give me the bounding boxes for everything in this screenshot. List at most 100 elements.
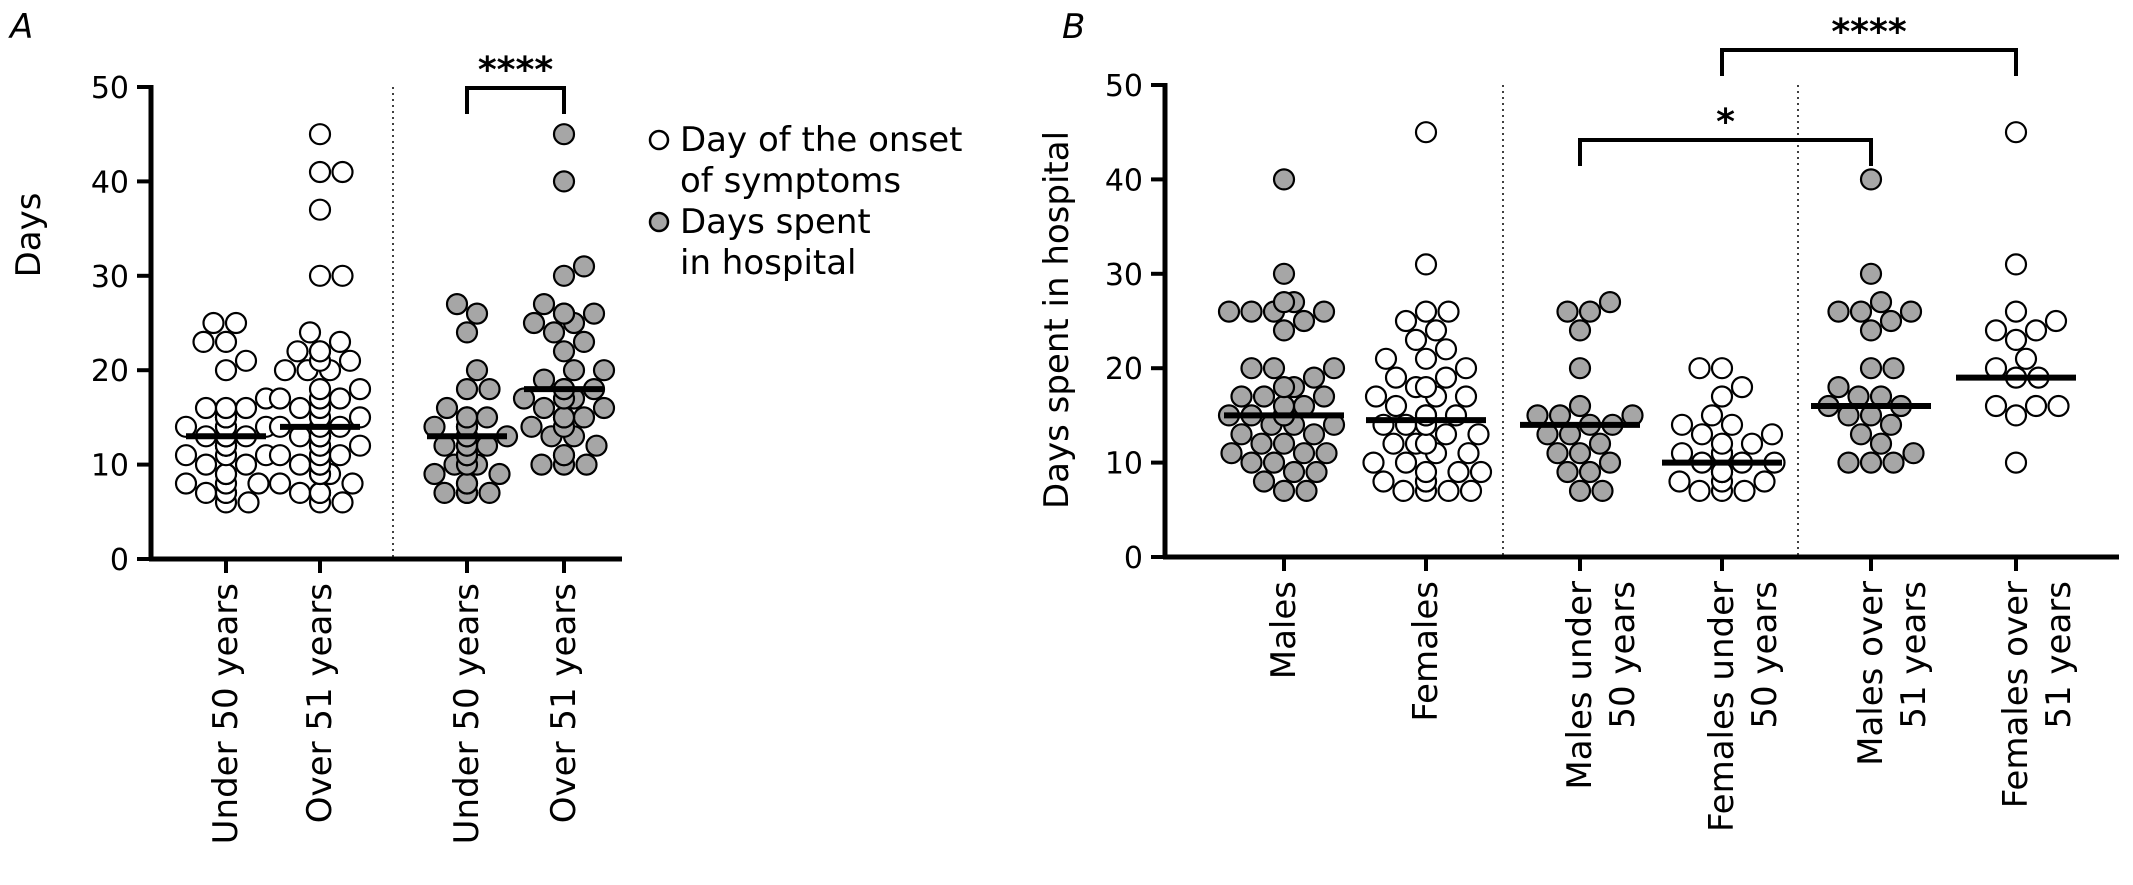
data-point	[1869, 432, 1893, 455]
legend-filled-marker	[648, 211, 670, 233]
data-point	[214, 359, 238, 382]
data-point	[1302, 423, 1326, 446]
data-point	[1730, 376, 1754, 399]
category-label: Males	[1264, 581, 1304, 679]
data-point	[331, 160, 354, 184]
significance-label: ****	[1831, 12, 1906, 53]
data-point	[1262, 357, 1286, 380]
data-point	[552, 340, 576, 363]
data-point	[1710, 357, 1734, 380]
data-point	[1240, 300, 1263, 323]
data-point	[1591, 479, 1614, 502]
data-point	[1292, 309, 1316, 333]
data-point	[328, 444, 352, 467]
data-point	[1457, 442, 1480, 465]
data-point	[298, 321, 322, 344]
data-point	[308, 481, 332, 504]
y-tick-label: 30	[91, 260, 129, 295]
data-point	[1984, 394, 2008, 418]
data-point	[1414, 121, 1438, 144]
data-point	[1882, 451, 1905, 474]
data-point	[1272, 262, 1296, 285]
data-point	[1434, 338, 1458, 361]
y-tick-label: 50	[91, 71, 129, 106]
panel-a-axes: 0 10 20 30 40 50 Under 50 years Over 51 years Un…	[91, 50, 622, 844]
data-point	[237, 491, 260, 514]
data-point	[348, 378, 372, 401]
significance-bracket	[1578, 138, 1873, 166]
data-point	[1434, 423, 1458, 446]
data-point	[1467, 423, 1490, 446]
data-point	[1598, 291, 1622, 314]
data-point	[572, 330, 596, 353]
data-point	[572, 406, 596, 429]
data-point	[1733, 479, 1756, 502]
data-point	[1849, 423, 1873, 446]
data-point	[1869, 291, 1893, 314]
data-point	[1217, 300, 1241, 323]
data-point	[1454, 357, 1478, 380]
data-point	[1272, 432, 1296, 455]
data-point	[288, 396, 312, 420]
panel-b-points	[1217, 121, 2076, 502]
data-point	[328, 387, 352, 410]
data-point	[1859, 168, 1883, 191]
panel-b-y-axis-title: Days spent in hospital	[1037, 131, 1077, 509]
data-point	[585, 434, 608, 457]
significance-bracket	[465, 86, 566, 114]
data-point	[194, 453, 218, 476]
category-label-line2: 50 years	[1603, 581, 1643, 729]
data-point	[1252, 385, 1276, 408]
category-label-line2: 51 years	[1894, 581, 1934, 729]
data-point	[1556, 460, 1579, 484]
data-point	[1414, 376, 1438, 399]
panel-b: B Days spent in hospital 0 10 20 30 40 50 Male…	[1037, 7, 2119, 832]
data-point	[1899, 300, 1923, 323]
data-point	[435, 396, 459, 420]
data-point	[1220, 442, 1243, 465]
data-point	[1568, 479, 1592, 502]
data-point	[582, 302, 606, 325]
data-point	[331, 491, 354, 514]
data-point	[2004, 451, 2028, 474]
data-point	[552, 170, 576, 193]
data-point	[288, 481, 312, 504]
data-point	[1272, 479, 1296, 502]
data-point	[1364, 385, 1388, 408]
data-point	[1882, 357, 1905, 380]
data-point	[1849, 300, 1873, 323]
data-point	[1670, 413, 1694, 436]
data-point	[2004, 121, 2028, 144]
category-label: Females over	[1996, 581, 2036, 808]
data-point	[520, 415, 543, 438]
category-label: Males over	[1851, 581, 1891, 766]
data-point	[1272, 291, 1296, 314]
data-point	[268, 387, 292, 410]
legend: Day of the onset of symptoms Days spent …	[648, 120, 962, 283]
data-point	[488, 462, 511, 486]
data-point	[1879, 413, 1903, 436]
category-label: Females under	[1702, 581, 1742, 832]
data-point	[1459, 479, 1483, 502]
data-point	[552, 302, 576, 325]
data-point	[1568, 394, 1592, 418]
data-point	[1230, 423, 1253, 446]
data-point	[1414, 460, 1438, 484]
data-point	[214, 396, 238, 420]
data-point	[1312, 300, 1336, 323]
data-point	[1556, 300, 1579, 323]
data-point	[1414, 300, 1438, 323]
data-point	[1837, 451, 1860, 474]
data-point	[1688, 357, 1711, 380]
category-label: Over 51 years	[300, 583, 340, 823]
data-point	[1230, 385, 1253, 408]
data-point	[1434, 366, 1458, 389]
data-point	[552, 406, 576, 429]
data-point	[194, 481, 218, 504]
data-point	[1454, 385, 1478, 408]
data-point	[592, 359, 616, 382]
data-point	[288, 453, 312, 476]
data-point	[1720, 413, 1744, 436]
significance-bracket	[1720, 48, 2018, 76]
data-point	[234, 349, 258, 372]
